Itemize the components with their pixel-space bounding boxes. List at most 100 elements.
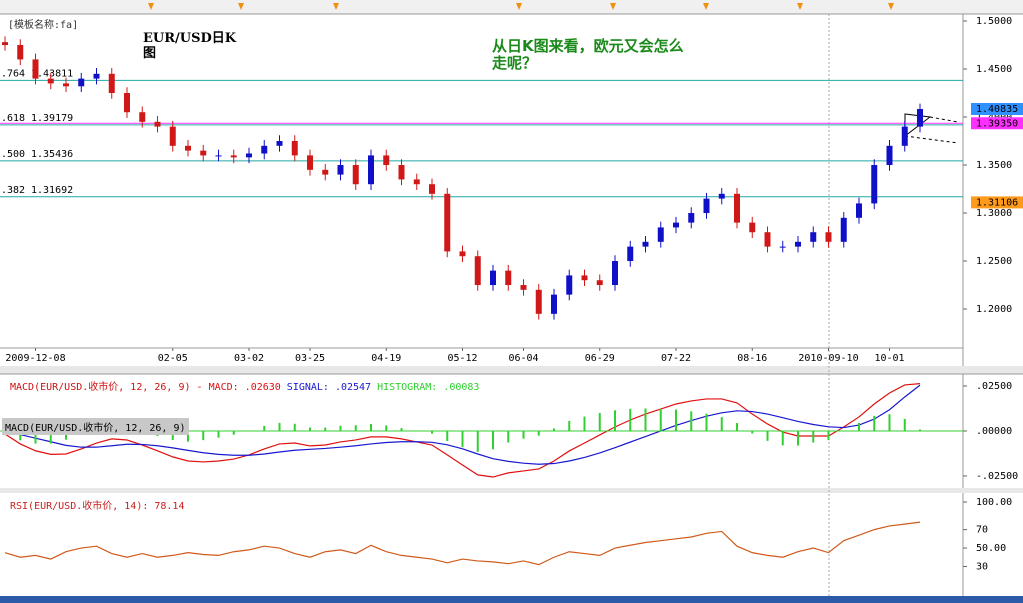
price-marker-label: 1.31106 <box>976 197 1018 208</box>
histogram-bar <box>263 425 266 431</box>
y-tick-label: 50.00 <box>976 543 1006 554</box>
x-tick-label: 02-05 <box>158 353 188 364</box>
legend-name: HISTOGRAM: <box>377 382 438 393</box>
level-value: 1.43811 <box>31 68 73 79</box>
candle-body <box>215 155 222 157</box>
x-tick-label: 05-12 <box>447 353 477 364</box>
level-name: .618 <box>1 113 25 124</box>
histogram-bar <box>49 430 52 444</box>
histogram-bar <box>202 430 205 441</box>
histogram-bar <box>385 425 388 431</box>
histogram-bar <box>903 418 906 431</box>
y-tick-label: 1.2000 <box>976 304 1012 315</box>
candle-body <box>124 93 130 113</box>
x-tick-label: 03-02 <box>234 353 264 364</box>
candle-body <box>917 108 923 127</box>
candle-body <box>505 270 512 286</box>
histogram-bar <box>858 422 860 431</box>
histogram-bar <box>492 430 494 450</box>
separator <box>0 488 1023 493</box>
histogram-bar <box>309 427 311 431</box>
level-name: .500 <box>1 149 25 160</box>
legend-name: MACD: <box>208 382 239 393</box>
pennant <box>904 113 959 144</box>
price-marker-label: 1.40835 <box>976 104 1018 115</box>
candle-body <box>78 78 85 87</box>
y-tick-label: 1.3000 <box>976 208 1012 219</box>
histogram-bar <box>614 410 616 431</box>
candle-body <box>535 289 542 314</box>
y-tick-label: 100.00 <box>976 497 1012 508</box>
y-tick-label: .00000 <box>976 426 1012 437</box>
histogram-bar <box>461 430 464 448</box>
histogram-bar <box>690 411 693 431</box>
level-value: 1.35436 <box>31 149 73 160</box>
candle-body <box>764 232 771 247</box>
legend-name: SIGNAL: <box>286 382 329 393</box>
rsi-title: RSI(EUR/USD.收市价, 14): <box>10 501 149 512</box>
histogram-bar <box>446 430 449 442</box>
separator <box>0 366 1023 374</box>
histogram-bar <box>187 430 189 442</box>
histogram-bar <box>766 430 769 441</box>
candle-body <box>688 213 695 223</box>
candle-body <box>383 155 390 166</box>
histogram-bar <box>644 408 647 431</box>
histogram-bar <box>400 428 403 431</box>
candle-body <box>429 184 435 194</box>
histogram-bar <box>354 425 357 431</box>
macd-header: MACD(EUR/USD.收市价, 12, 26, 9) - MACD: .0263… <box>10 378 485 393</box>
candle-body <box>154 121 161 127</box>
histogram-bar <box>232 430 235 435</box>
histogram-bar <box>217 430 220 438</box>
histogram-bar <box>705 413 708 431</box>
x-tick-label: 2009-12-08 <box>5 353 65 364</box>
candle-body <box>322 169 329 175</box>
histogram-bar <box>751 430 754 434</box>
series-line <box>4 383 921 478</box>
histogram-bar <box>583 416 586 431</box>
macd-title: MACD(EUR/USD.收市价, 12, 26, 9) - <box>10 382 203 393</box>
candle-body <box>459 251 466 257</box>
histogram-bar <box>888 414 891 431</box>
candle-body <box>17 45 24 60</box>
histogram-bar <box>675 409 677 431</box>
level-value: 1.31692 <box>31 185 73 196</box>
candle-body <box>886 145 893 166</box>
histogram-bar <box>812 430 815 443</box>
price-marker <box>971 196 1023 209</box>
candle-body <box>307 155 313 170</box>
candle-body <box>520 285 527 290</box>
rsi-value: 78.14 <box>154 501 185 512</box>
top-strip <box>0 0 1023 14</box>
histogram-bar <box>65 430 67 440</box>
candle-body <box>2 42 8 46</box>
legend-value: .00083 <box>443 382 480 393</box>
histogram-bar <box>827 430 830 441</box>
histogram-bar <box>781 430 784 446</box>
candle-body <box>596 280 603 286</box>
y-tick-label: -.02500 <box>976 471 1018 482</box>
x-tick-label: 04-19 <box>371 353 401 364</box>
scrollbar <box>0 596 1023 603</box>
candle-body <box>718 193 725 199</box>
legend-value: .02630 <box>244 382 281 393</box>
price-marker <box>971 117 1023 130</box>
y-tick-label: 1.2500 <box>976 256 1012 267</box>
candle-body <box>840 217 847 242</box>
price-marker-label: 1.39350 <box>976 118 1018 129</box>
histogram-bar <box>919 429 921 431</box>
level-name: .382 <box>1 185 25 196</box>
annotation: 从日K图来看，欧元又会怎么走呢？ <box>492 37 684 72</box>
candle-body <box>566 275 573 295</box>
histogram-bar <box>19 430 22 441</box>
histogram-bar <box>720 417 723 431</box>
x-tick-label: 10-01 <box>874 353 904 364</box>
candle-body <box>413 179 420 185</box>
candle-body <box>200 150 207 156</box>
candle-body <box>139 112 146 122</box>
candle-body <box>169 126 176 146</box>
candle-body <box>612 261 618 286</box>
